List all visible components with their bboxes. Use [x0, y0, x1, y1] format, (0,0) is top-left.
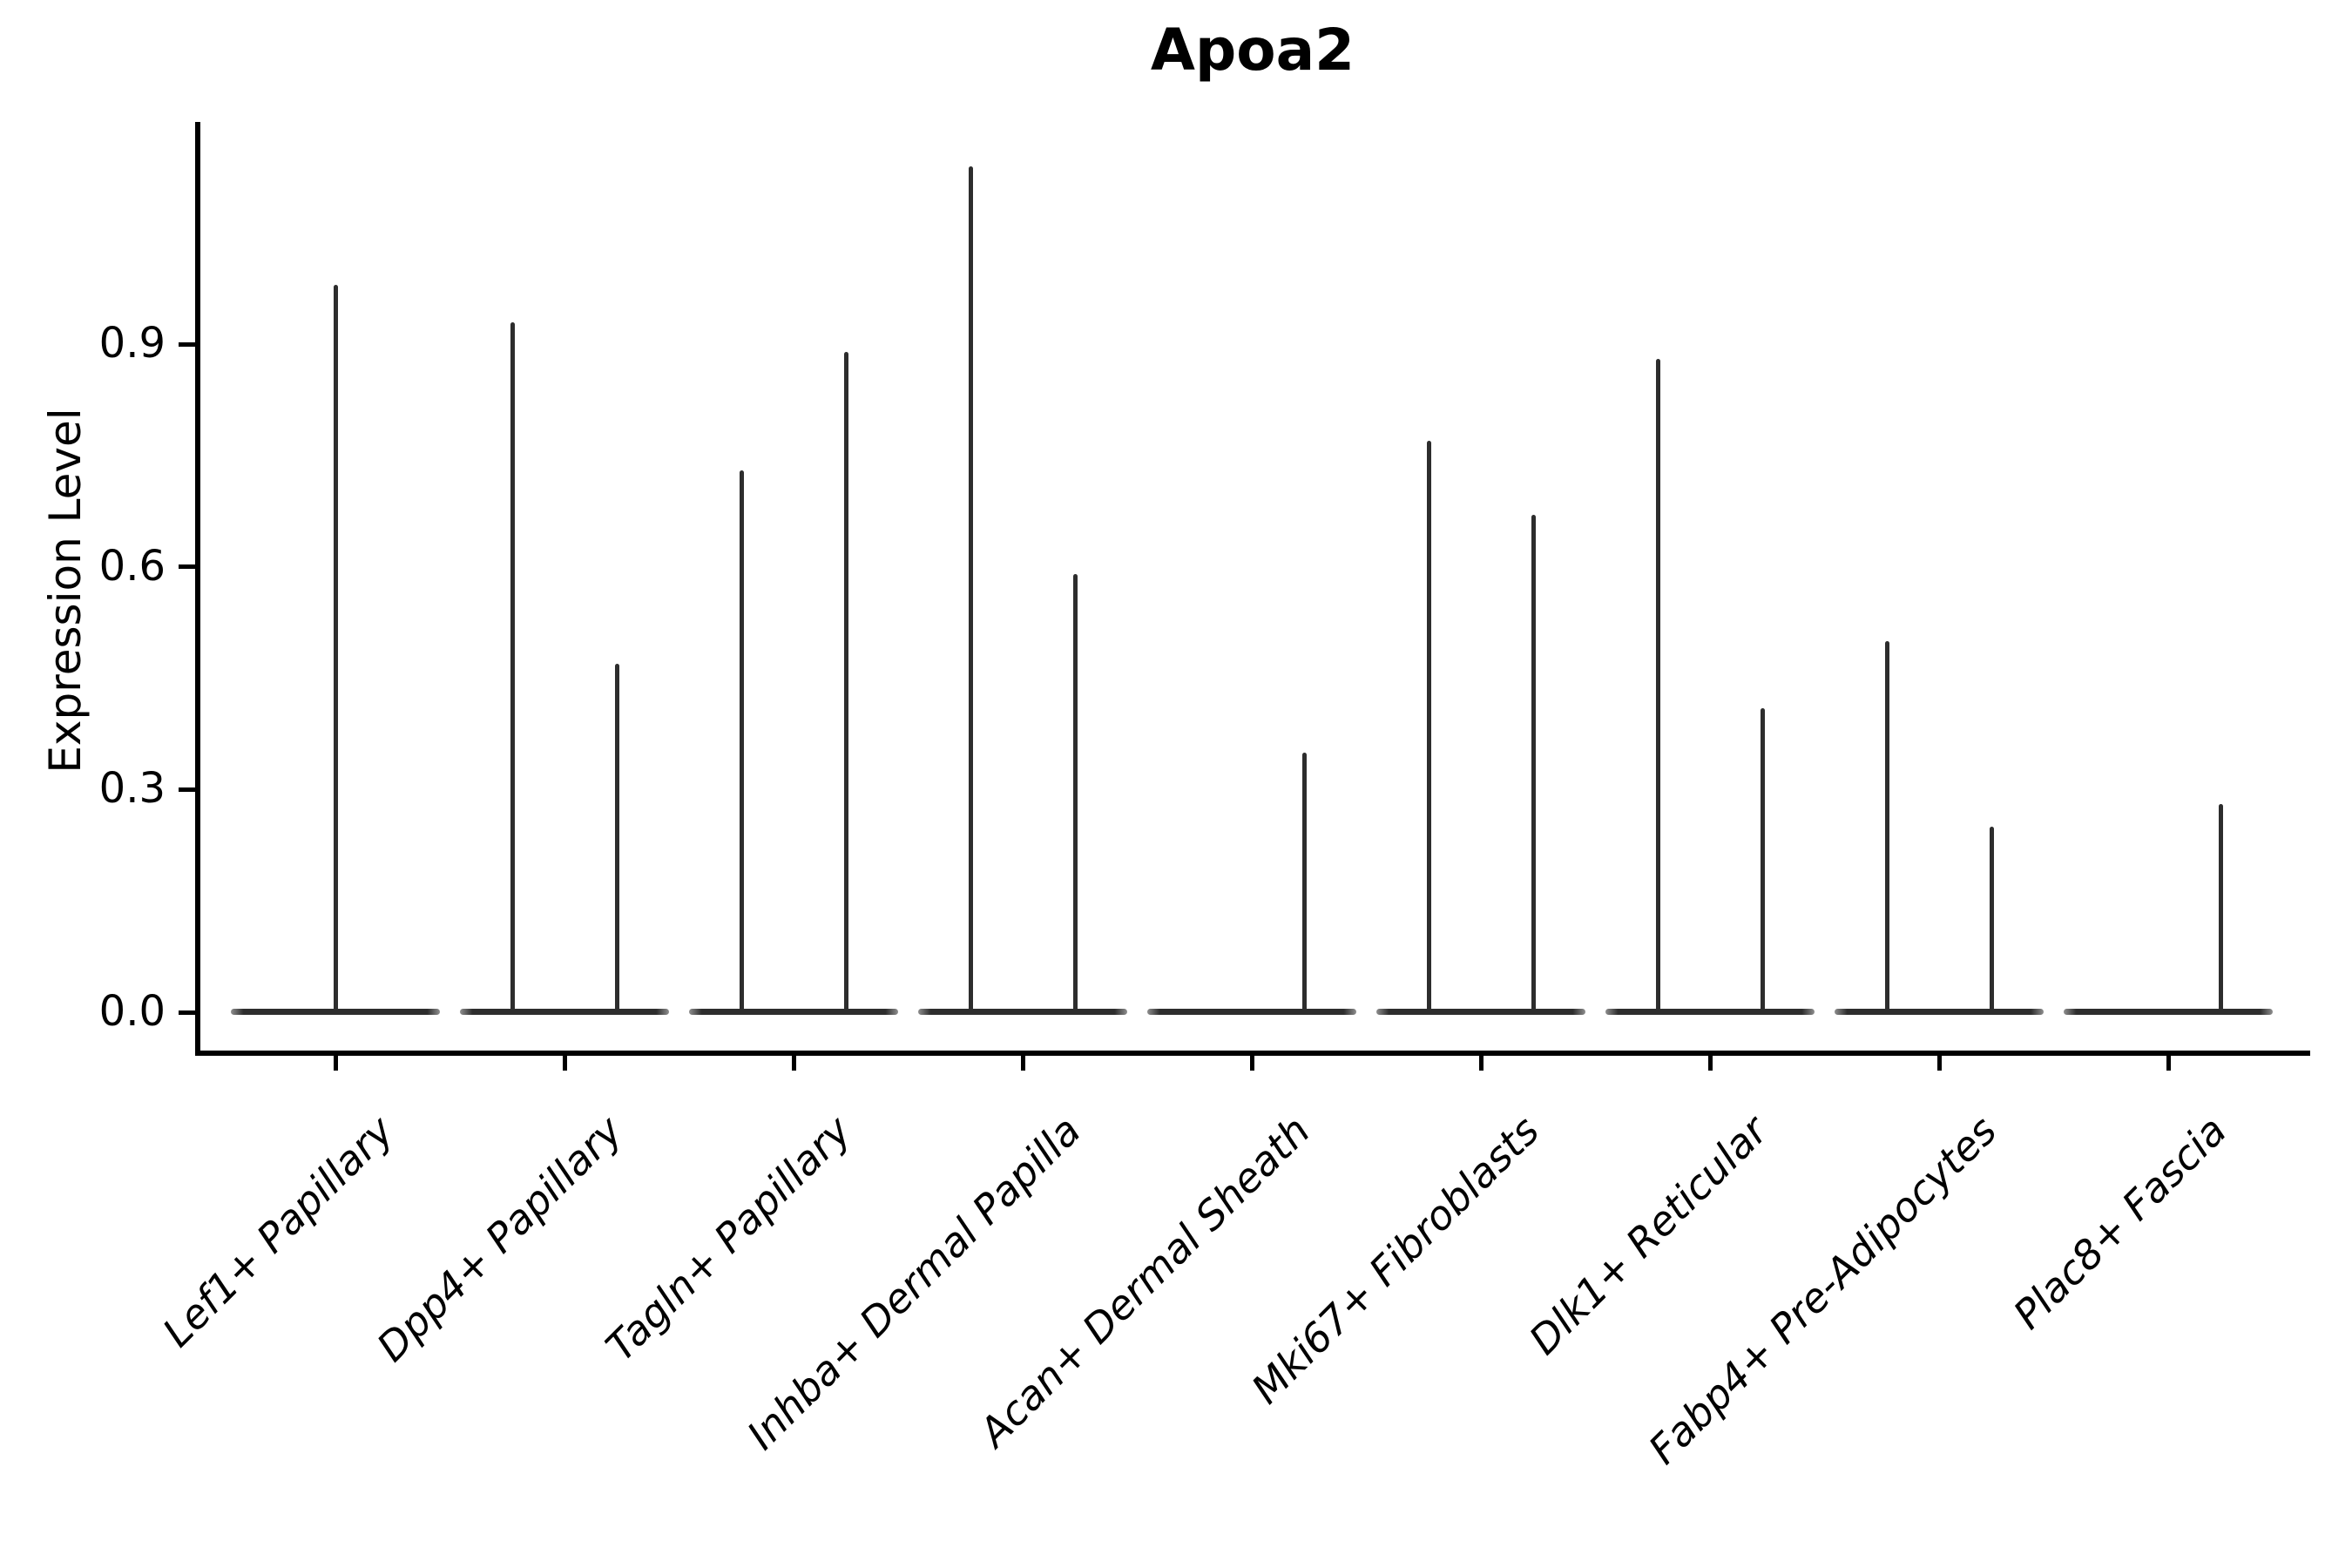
x-tick [1707, 1056, 1713, 1071]
violin-max-spike [1301, 752, 1307, 1012]
violin-max-spike [2218, 804, 2223, 1012]
x-tick [1249, 1056, 1254, 1071]
x-tick [2166, 1056, 2171, 1071]
y-axis-label: Expression Level [40, 408, 91, 774]
violin-max-spike [333, 285, 338, 1012]
violin-max-spike [1072, 574, 1078, 1012]
violin-max-spike [1531, 515, 1536, 1012]
violin-baseline [1605, 1009, 1815, 1015]
x-tick-label: Dpp4+ Papillary [368, 1106, 632, 1371]
y-tick-label: 0.6 [98, 541, 166, 591]
violin-baseline [2064, 1009, 2273, 1015]
x-tick [791, 1056, 796, 1071]
y-tick-label: 0.9 [98, 319, 166, 368]
violin-baseline [918, 1009, 1127, 1015]
x-tick [1478, 1056, 1484, 1071]
x-tick [562, 1056, 567, 1071]
y-tick-label: 0.0 [98, 987, 166, 1036]
y-tick [179, 564, 195, 570]
y-tick-label: 0.3 [98, 764, 166, 814]
violin-max-spike [739, 470, 744, 1012]
violin-max-spike [1989, 827, 1994, 1012]
violin-max-spike [1884, 641, 1889, 1012]
x-tick-label: Tagln+ Papillary [597, 1106, 861, 1370]
x-tick [333, 1056, 338, 1071]
violin-baseline [460, 1009, 669, 1015]
violin-max-spike [843, 351, 848, 1012]
violin-baseline [1147, 1009, 1356, 1015]
x-tick [1020, 1056, 1025, 1071]
x-tick-label: Dlk1+ Reticular [1520, 1106, 1777, 1364]
violin-max-spike [510, 321, 515, 1012]
y-tick [179, 1010, 195, 1015]
violin-max-spike [1760, 707, 1765, 1012]
violin-max-spike [968, 166, 973, 1012]
violin-baseline [689, 1009, 898, 1015]
violin-max-spike [1655, 359, 1660, 1012]
x-tick-label: Lef1+ Papillary [152, 1106, 402, 1356]
y-tick [179, 787, 195, 792]
violin-baseline [1376, 1009, 1585, 1015]
x-axis-line [195, 1051, 2310, 1056]
x-tick [1936, 1056, 1942, 1071]
y-tick [179, 341, 195, 347]
violin-baseline [1835, 1009, 2044, 1015]
chart-title: Apoa2 [1150, 17, 1355, 84]
violin-max-spike [1426, 440, 1431, 1012]
x-tick-label: Plac8+ Fascia [2004, 1106, 2235, 1338]
violin-max-spike [614, 663, 619, 1012]
y-axis-line [195, 122, 200, 1056]
